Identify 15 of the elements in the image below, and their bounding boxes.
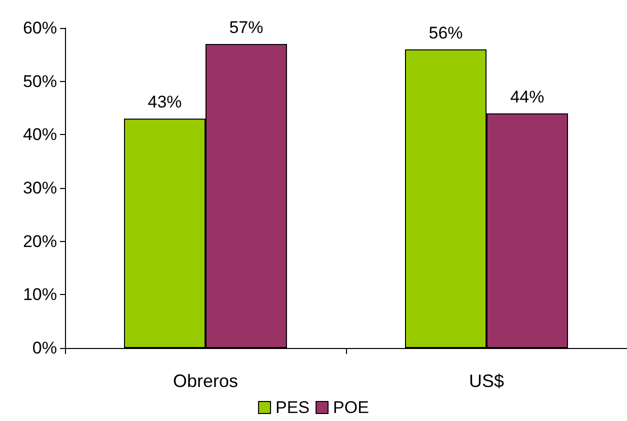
y-tick-label: 10% — [22, 285, 57, 304]
legend-label: PES — [276, 398, 310, 417]
y-tick-label: 50% — [22, 72, 57, 91]
data-label: 43% — [148, 92, 182, 112]
y-tick-label: 60% — [22, 18, 57, 38]
data-label: 56% — [428, 23, 463, 42]
y-tick-label: 40% — [22, 125, 57, 144]
data-label: 44% — [510, 87, 544, 106]
data-label: 57% — [229, 18, 264, 37]
y-tick-label: 0% — [32, 338, 57, 358]
x-tick-label: Obreros — [172, 371, 238, 391]
x-tick-label: US$ — [468, 371, 504, 391]
y-tick-label: 20% — [22, 232, 57, 251]
y-tick-label: 30% — [22, 178, 57, 198]
legend-label: POE — [333, 398, 369, 417]
